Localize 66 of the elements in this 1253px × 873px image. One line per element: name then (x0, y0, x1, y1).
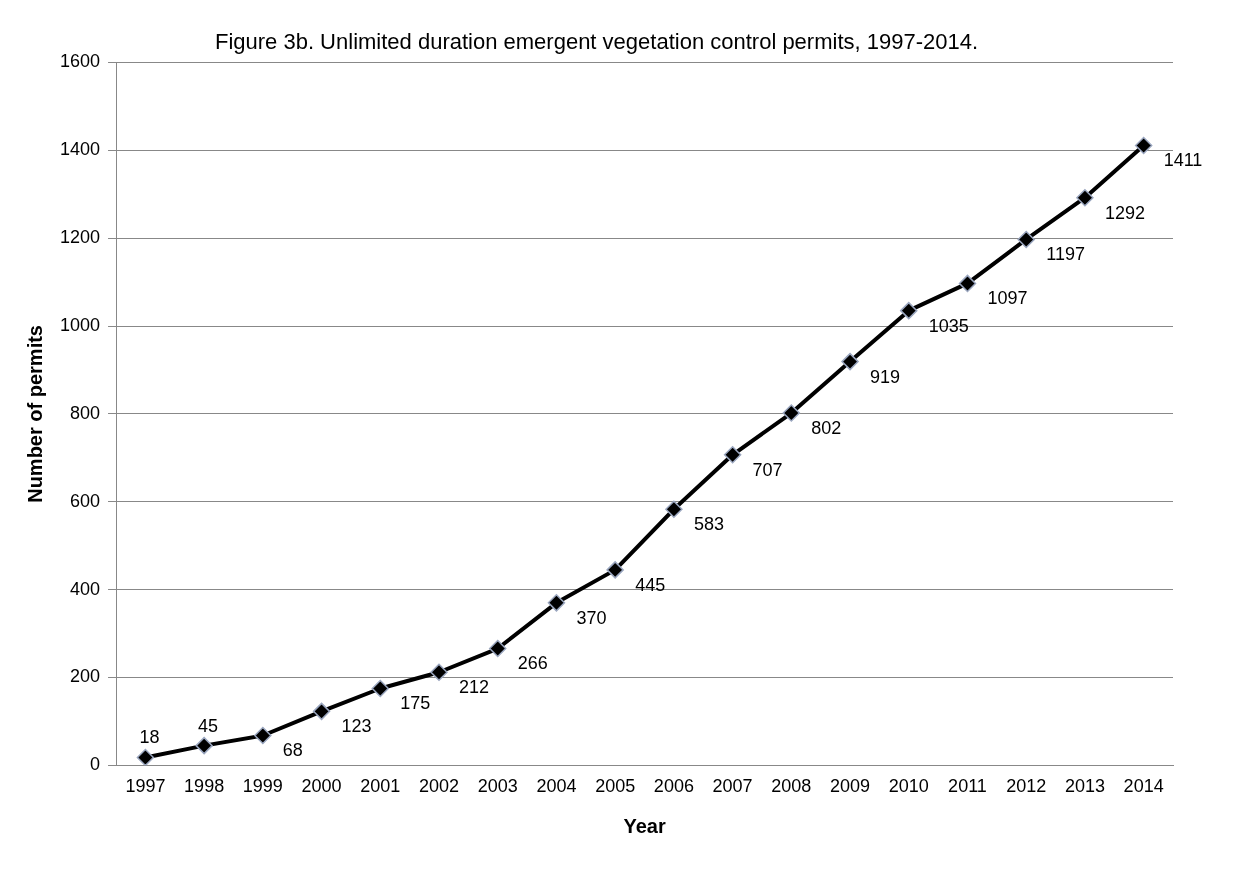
data-label: 919 (870, 366, 901, 387)
point (195, 736, 213, 755)
point (254, 726, 272, 745)
x-tick-label: 2013 (1064, 776, 1105, 797)
y-tick-label: 1600 (60, 51, 101, 72)
point (430, 663, 448, 681)
x-tick-label: 1998 (184, 776, 225, 797)
data-label: 266 (517, 653, 548, 674)
y-tick-label: 400 (70, 578, 101, 599)
point (136, 748, 155, 766)
x-tick-label: 2004 (536, 776, 577, 797)
x-tick-label: 2009 (830, 776, 871, 797)
point (900, 301, 918, 320)
x-tick-label: 2000 (301, 776, 342, 797)
point (312, 702, 331, 721)
data-label: 445 (635, 574, 666, 595)
x-tick-label: 2007 (712, 776, 753, 797)
data-label: 45 (198, 715, 219, 736)
y-tick-label: 600 (70, 490, 101, 511)
data-label: 370 (576, 607, 607, 628)
x-tick-label: 1999 (242, 776, 283, 797)
x-tick-label: 2010 (888, 776, 929, 797)
x-tick-label: 2002 (418, 776, 460, 797)
point (547, 594, 566, 612)
point (841, 352, 859, 371)
data-label: 123 (341, 716, 372, 737)
x-tick-label: 2006 (653, 776, 694, 797)
x-tick-label: 2001 (360, 776, 401, 797)
data-label: 68 (282, 740, 303, 761)
data-label: 175 (400, 693, 431, 714)
x-tick-label: 2014 (1123, 776, 1164, 797)
point (958, 274, 977, 293)
x-tick-label: 2008 (771, 776, 812, 797)
point (488, 639, 507, 658)
x-tick-label: 2012 (1006, 776, 1047, 797)
y-tick-label: 1000 (60, 314, 101, 335)
data-label: 802 (811, 417, 842, 438)
point (371, 679, 390, 698)
point (606, 561, 624, 579)
y-tick-label: 1200 (60, 227, 101, 248)
y-tick-label: 800 (70, 402, 101, 423)
data-label: 1035 (928, 315, 969, 336)
x-tick-label: 2005 (595, 776, 636, 797)
x-tick-label: 2011 (948, 776, 987, 797)
x-tick-label: 2003 (477, 776, 518, 797)
point (782, 404, 801, 422)
data-label: 1411 (1163, 150, 1203, 171)
y-tick-label: 0 (90, 754, 101, 775)
data-label: 212 (459, 677, 490, 698)
chart-title: Figure 3b. Unlimited duration emergent vegetation control permits, 1997-2014. (214, 29, 979, 55)
data-label: 707 (752, 459, 783, 480)
point (665, 500, 683, 518)
point (1076, 188, 1094, 207)
y-tick-label: 1400 (60, 139, 101, 160)
x-axis-title: Year (623, 814, 666, 837)
point (1134, 136, 1153, 155)
data-label: 1292 (1104, 202, 1145, 223)
data-label: 1197 (1046, 244, 1085, 265)
x-tick-label: 1997 (125, 776, 166, 797)
data-label: 1097 (987, 288, 1028, 309)
data-label: 18 (139, 727, 160, 748)
y-tick-label: 200 (70, 666, 101, 687)
point (1017, 230, 1035, 249)
y-axis-title: Number of permits (23, 324, 46, 503)
data-label: 583 (693, 514, 724, 535)
point (723, 446, 742, 464)
